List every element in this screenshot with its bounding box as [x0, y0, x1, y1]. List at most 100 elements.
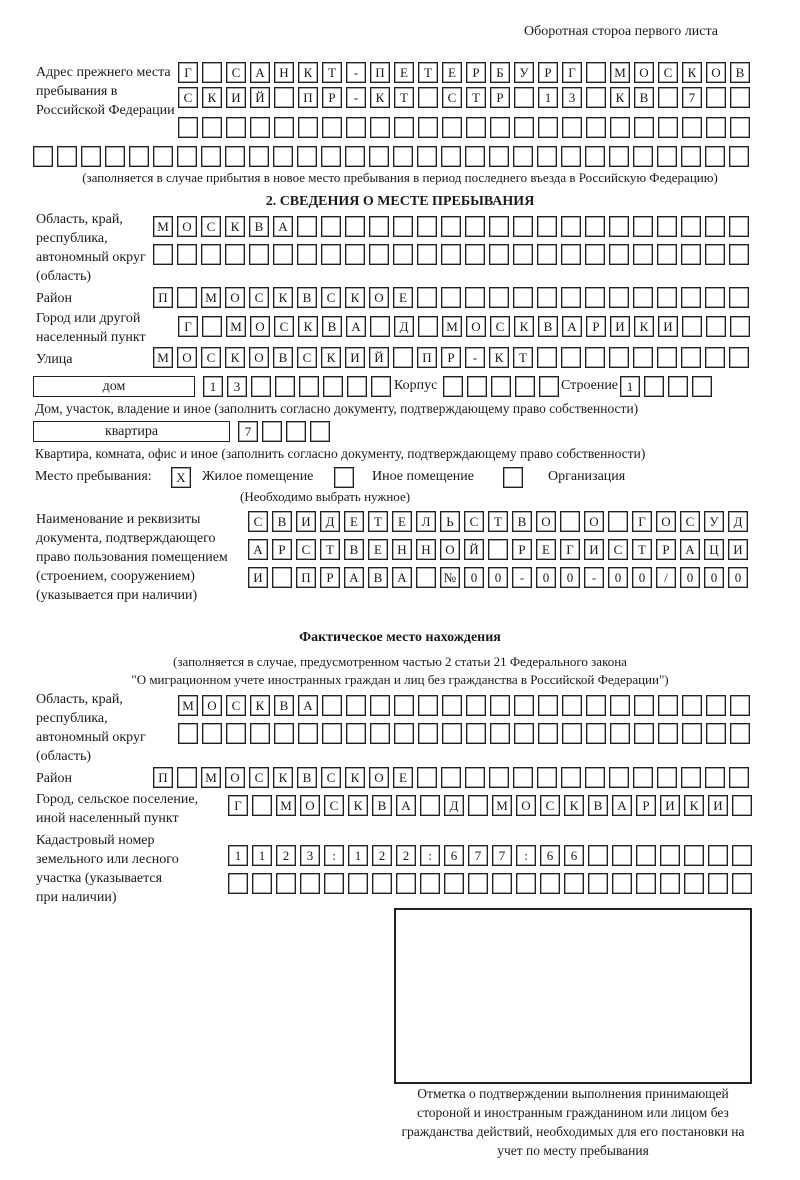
- prev-address-row-cell[interactable]: С: [442, 87, 462, 108]
- cadastre-row-cell[interactable]: [252, 873, 272, 894]
- prev-address-row-cell[interactable]: [465, 146, 485, 167]
- checkbox-organization[interactable]: [503, 467, 523, 488]
- prev-address-row-cell[interactable]: [202, 117, 222, 138]
- actual-region-row-cell[interactable]: [610, 723, 630, 744]
- actual-region-row-cell[interactable]: [250, 723, 270, 744]
- prev-address-row-cell[interactable]: [706, 117, 726, 138]
- prev-address-row-cell[interactable]: [417, 146, 437, 167]
- actual-region-row-cell[interactable]: [634, 695, 654, 716]
- district-row-cell[interactable]: П: [153, 287, 173, 308]
- prev-address-row-cell[interactable]: К: [370, 87, 390, 108]
- region-row-cell[interactable]: [729, 244, 749, 265]
- city-row-cell[interactable]: [730, 316, 750, 337]
- korpus-row-cell[interactable]: [515, 376, 535, 397]
- prev-address-row-cell[interactable]: Т: [394, 87, 414, 108]
- street-row-cell[interactable]: И: [345, 347, 365, 368]
- city-row-cell[interactable]: [202, 316, 222, 337]
- house-type-field[interactable]: дом: [33, 376, 195, 397]
- city-row-cell[interactable]: И: [610, 316, 630, 337]
- prev-address-row-cell[interactable]: К: [298, 62, 318, 83]
- street-row-cell[interactable]: О: [249, 347, 269, 368]
- actual-region-row-cell[interactable]: [298, 723, 318, 744]
- korpus-row-cell[interactable]: [443, 376, 463, 397]
- document-row-cell[interactable]: [608, 511, 628, 532]
- cadastre-row-cell[interactable]: [588, 845, 608, 866]
- actual-city-row-cell[interactable]: М: [492, 795, 512, 816]
- region-row-cell[interactable]: [369, 244, 389, 265]
- city-row-cell[interactable]: М: [442, 316, 462, 337]
- prev-address-row-cell[interactable]: [538, 117, 558, 138]
- prev-address-row-cell[interactable]: С: [178, 87, 198, 108]
- actual-district-row-cell[interactable]: О: [369, 767, 389, 788]
- actual-city-row-cell[interactable]: К: [348, 795, 368, 816]
- region-row-cell[interactable]: [417, 216, 437, 237]
- actual-region-row-cell[interactable]: [514, 723, 534, 744]
- prev-address-row-cell[interactable]: [585, 146, 605, 167]
- document-row-cell[interactable]: Т: [368, 511, 388, 532]
- prev-address-row-cell[interactable]: [129, 146, 149, 167]
- city-row-cell[interactable]: [370, 316, 390, 337]
- street-row-cell[interactable]: [681, 347, 701, 368]
- actual-region-row-cell[interactable]: М: [178, 695, 198, 716]
- region-row-cell[interactable]: [489, 244, 509, 265]
- document-row-cell[interactable]: О: [656, 511, 676, 532]
- region-row-cell[interactable]: [273, 244, 293, 265]
- street-row-cell[interactable]: О: [177, 347, 197, 368]
- cadastre-row-cell[interactable]: [636, 845, 656, 866]
- cadastre-row-cell[interactable]: [468, 873, 488, 894]
- street-row-cell[interactable]: [609, 347, 629, 368]
- document-row-cell[interactable]: Д: [320, 511, 340, 532]
- prev-address-row-cell[interactable]: [33, 146, 53, 167]
- region-row-cell[interactable]: [729, 216, 749, 237]
- city-row-cell[interactable]: [682, 316, 702, 337]
- actual-region-row-cell[interactable]: К: [250, 695, 270, 716]
- street-row-cell[interactable]: М: [153, 347, 173, 368]
- region-row-cell[interactable]: [393, 244, 413, 265]
- region-row-cell[interactable]: В: [249, 216, 269, 237]
- document-row-cell[interactable]: 0: [536, 567, 556, 588]
- prev-address-row-cell[interactable]: [297, 146, 317, 167]
- document-row-cell[interactable]: Е: [344, 511, 364, 532]
- region-row-cell[interactable]: М: [153, 216, 173, 237]
- prev-address-row-cell[interactable]: В: [634, 87, 654, 108]
- street-row-cell[interactable]: [537, 347, 557, 368]
- region-row-cell[interactable]: [441, 216, 461, 237]
- building-row-cell[interactable]: [644, 376, 664, 397]
- actual-city-row-cell[interactable]: А: [612, 795, 632, 816]
- actual-region-row-cell[interactable]: [322, 723, 342, 744]
- document-row-cell[interactable]: У: [704, 511, 724, 532]
- district-row-cell[interactable]: О: [225, 287, 245, 308]
- prev-address-row-cell[interactable]: [490, 117, 510, 138]
- prev-address-row-cell[interactable]: Н: [274, 62, 294, 83]
- actual-region-row-cell[interactable]: В: [274, 695, 294, 716]
- region-row-cell[interactable]: [681, 244, 701, 265]
- actual-region-row-cell[interactable]: [538, 723, 558, 744]
- cadastre-row-cell[interactable]: [228, 873, 248, 894]
- prev-address-row-cell[interactable]: [441, 146, 461, 167]
- actual-district-row-cell[interactable]: [417, 767, 437, 788]
- cadastre-row-cell[interactable]: [420, 873, 440, 894]
- actual-city-row-cell[interactable]: О: [516, 795, 536, 816]
- street-row-cell[interactable]: [633, 347, 653, 368]
- actual-region-row-cell[interactable]: [706, 723, 726, 744]
- document-row-cell[interactable]: Г: [632, 511, 652, 532]
- actual-region-row-cell[interactable]: [730, 723, 750, 744]
- actual-district-row-cell[interactable]: С: [249, 767, 269, 788]
- document-row-cell[interactable]: №: [440, 567, 460, 588]
- district-row-cell[interactable]: С: [321, 287, 341, 308]
- prev-address-row-cell[interactable]: В: [730, 62, 750, 83]
- prev-address-row-cell[interactable]: [466, 117, 486, 138]
- region-row-cell[interactable]: К: [225, 216, 245, 237]
- checkbox-other-premises[interactable]: [334, 467, 354, 488]
- document-row-cell[interactable]: С: [248, 511, 268, 532]
- prev-address-row-cell[interactable]: О: [634, 62, 654, 83]
- street-row-cell[interactable]: П: [417, 347, 437, 368]
- cadastre-row-cell[interactable]: [588, 873, 608, 894]
- actual-district-row-cell[interactable]: [537, 767, 557, 788]
- cadastre-row-cell[interactable]: 1: [348, 845, 368, 866]
- document-row-cell[interactable]: С: [680, 511, 700, 532]
- actual-district-row-cell[interactable]: [609, 767, 629, 788]
- actual-region-row-cell[interactable]: [394, 723, 414, 744]
- prev-address-row-cell[interactable]: А: [250, 62, 270, 83]
- actual-region-row-cell[interactable]: [538, 695, 558, 716]
